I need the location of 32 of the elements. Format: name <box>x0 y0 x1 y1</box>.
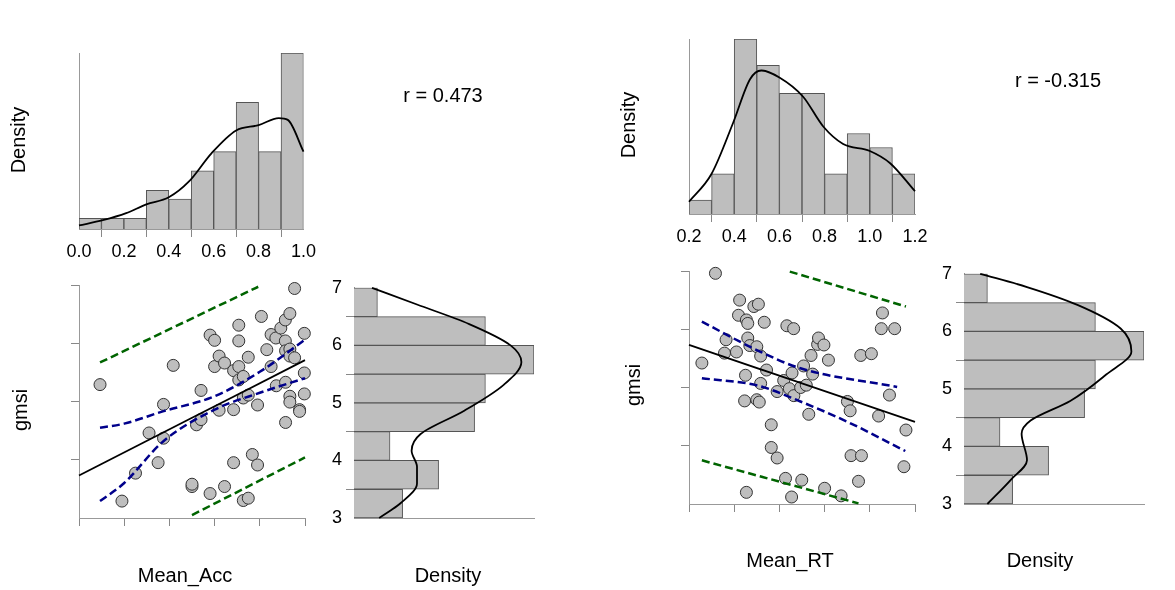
y-tick-label: 4 <box>331 449 342 470</box>
y-axis-title: gmsi <box>8 388 32 432</box>
x-tick-label: 0.6 <box>766 225 792 246</box>
x-tick-label: 0.8 <box>812 225 838 246</box>
x-axis-title: Density <box>414 563 482 587</box>
y-tick-label: 3 <box>941 492 952 513</box>
x-tick-label: 0.4 <box>721 225 747 246</box>
text: r = 0.473 <box>403 83 483 107</box>
text: r = -0.315 <box>1014 68 1102 92</box>
x-axis-title: Mean_RT <box>746 548 834 572</box>
y-tick-label: 4 <box>941 435 952 456</box>
y-tick-label: 5 <box>331 391 342 412</box>
x-tick-label: 0.2 <box>111 240 137 261</box>
x-tick-label: 0.2 <box>676 225 702 246</box>
x-tick-label: 1.0 <box>290 240 316 261</box>
y-tick-label: 6 <box>331 334 342 355</box>
x-tick-label: 0.8 <box>246 240 272 261</box>
y-tick-label: 3 <box>331 506 342 527</box>
x-tick-label: 0.0 <box>66 240 92 261</box>
y-tick-label: 6 <box>941 320 952 341</box>
y-tick-label: 7 <box>941 262 952 283</box>
y-axis-title: Density <box>616 91 640 159</box>
x-tick-label: 0.4 <box>156 240 182 261</box>
x-axis-title: Mean_Acc <box>137 563 233 587</box>
x-tick-label: 1.0 <box>857 225 883 246</box>
y-tick-label: 7 <box>331 276 342 297</box>
y-tick-label: 5 <box>941 377 952 398</box>
x-axis-title: Density <box>1006 548 1074 572</box>
y-axis-title: gmsi <box>621 363 645 407</box>
x-tick-label: 1.2 <box>902 225 928 246</box>
y-axis-title: Density <box>6 106 30 174</box>
x-tick-label: 0.6 <box>201 240 227 261</box>
